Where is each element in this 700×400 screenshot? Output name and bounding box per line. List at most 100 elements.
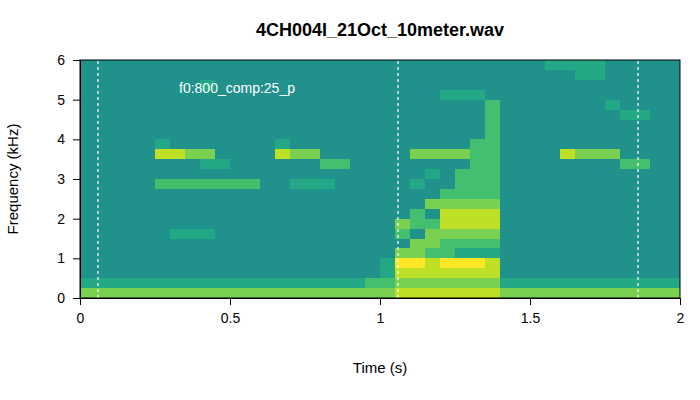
cell [290,120,305,130]
cell [80,268,95,278]
cell [305,179,320,189]
cell [575,189,590,199]
cell [365,100,380,110]
cell [665,139,680,149]
cell [365,229,380,239]
cell [335,149,350,159]
cell [260,288,275,298]
cell [440,179,455,189]
cell [470,80,485,90]
cell [455,179,470,189]
cell [470,100,485,110]
cell [455,100,470,110]
cell [260,278,275,288]
cell [500,248,515,258]
cell [185,70,200,80]
cell [650,80,665,90]
cell [365,169,380,179]
cell [140,100,155,110]
cell [485,149,500,159]
cell [605,110,620,120]
cell [245,129,260,139]
cell [140,80,155,90]
cell [425,129,440,139]
cell [125,70,140,80]
vline [97,60,98,298]
cell [200,219,215,229]
cell [500,129,515,139]
cell [335,169,350,179]
cell [500,179,515,189]
cell [560,139,575,149]
cell [665,110,680,120]
cell [320,80,335,90]
cell [455,60,470,70]
cell [335,139,350,149]
cell [470,159,485,169]
cell [635,179,650,189]
cell [185,268,200,278]
cell [530,159,545,169]
cell [650,129,665,139]
cell [410,239,425,249]
cell [125,129,140,139]
cell [290,110,305,120]
cell [530,288,545,298]
cell [80,149,95,159]
cell [350,60,365,70]
cell [350,120,365,130]
cell [290,248,305,258]
cell [620,268,635,278]
cell [200,129,215,139]
cell [95,189,110,199]
cell [320,60,335,70]
cell [395,139,410,149]
cell [410,80,425,90]
cell [260,248,275,258]
cell [155,80,170,90]
cell [470,199,485,209]
cell [95,179,110,189]
cell [440,60,455,70]
cell [335,258,350,268]
y-tick: 1 [57,250,80,266]
cell [620,258,635,268]
cell [125,268,140,278]
cell [635,268,650,278]
cell [485,258,500,268]
cell [215,139,230,149]
cell [335,229,350,239]
cell [305,90,320,100]
cell [350,248,365,258]
cell [425,80,440,90]
cell [230,248,245,258]
cell [470,278,485,288]
cell [440,129,455,139]
cell [665,278,680,288]
cell [410,110,425,120]
cell [440,80,455,90]
x-tick-mark [530,298,531,305]
cell [230,288,245,298]
cell [230,278,245,288]
cell [380,288,395,298]
cell [395,209,410,219]
cell [95,209,110,219]
cell [125,239,140,249]
cell [605,189,620,199]
cell [380,70,395,80]
cell [470,60,485,70]
cell [215,248,230,258]
cell [485,278,500,288]
cell [440,149,455,159]
cell [560,90,575,100]
cell [650,248,665,258]
cell [530,268,545,278]
cell [335,80,350,90]
cell [575,129,590,139]
cell [395,278,410,288]
cell [575,159,590,169]
cell [140,179,155,189]
cell [155,229,170,239]
cell [140,209,155,219]
